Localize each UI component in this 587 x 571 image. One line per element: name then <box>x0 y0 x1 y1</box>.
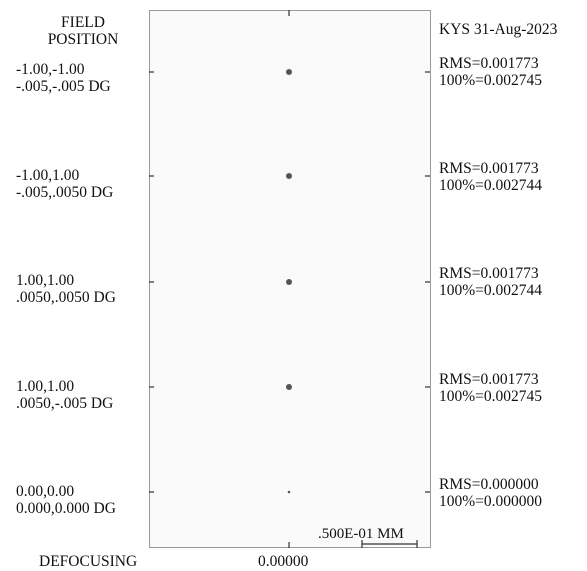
rms-label-1: RMS=0.001773 100%=0.002745 <box>439 55 542 89</box>
field-heading-line-2: POSITION <box>47 31 119 48</box>
field-position-value: 0.00,0.00 <box>16 483 75 500</box>
field-label-5: 0.00,0.00 0.000,0.000 DG <box>16 483 116 517</box>
field-angle-value: .0050,-.005 DG <box>16 395 114 412</box>
tick-marks <box>149 10 430 548</box>
field-position-value: 1.00,1.00 <box>16 378 75 395</box>
hundred-percent-value: 100%=0.002745 <box>439 388 543 405</box>
rms-value: RMS=0.000000 <box>439 476 539 493</box>
spot-point <box>286 173 292 179</box>
field-heading-line-1: FIELD <box>61 14 105 31</box>
rms-value: RMS=0.001773 <box>439 160 539 177</box>
designer-date-label: KYS 31-Aug-2023 <box>439 21 558 38</box>
spot-point <box>286 69 292 75</box>
spot-point <box>286 384 292 390</box>
rms-label-4: RMS=0.001773 100%=0.002745 <box>439 371 542 405</box>
field-angle-value: -.005,-.005 DG <box>16 78 111 95</box>
spot-point <box>286 279 292 285</box>
field-position-heading: FIELD POSITION <box>38 14 128 48</box>
scale-bar <box>361 540 418 548</box>
hundred-percent-value: 100%=0.002744 <box>439 282 543 299</box>
field-label-1: -1.00,-1.00 -.005,-.005 DG <box>16 61 111 95</box>
hundred-percent-value: 100%=0.000000 <box>439 493 543 510</box>
scale-bar-label: .500E-01 MM <box>318 526 404 542</box>
spots <box>286 69 292 494</box>
hundred-percent-value: 100%=0.002745 <box>439 72 543 89</box>
field-label-4: 1.00,1.00 .0050,-.005 DG <box>16 378 113 412</box>
hundred-percent-value: 100%=0.002744 <box>439 177 543 194</box>
field-label-3: 1.00,1.00 .0050,.0050 DG <box>16 272 116 306</box>
rms-value: RMS=0.001773 <box>439 55 539 72</box>
field-angle-value: 0.000,0.000 DG <box>16 500 116 517</box>
rms-value: RMS=0.001773 <box>439 265 539 282</box>
spot-diagram-frame <box>149 10 431 548</box>
field-position-value: -1.00,-1.00 <box>16 61 85 78</box>
spot-point <box>287 490 291 494</box>
rms-label-5: RMS=0.000000 100%=0.000000 <box>439 476 542 510</box>
defocusing-value: 0.00000 <box>258 553 309 570</box>
defocusing-label: DEFOCUSING <box>39 553 138 570</box>
field-position-value: 1.00,1.00 <box>16 272 75 289</box>
rms-label-3: RMS=0.001773 100%=0.002744 <box>439 265 542 299</box>
rms-label-2: RMS=0.001773 100%=0.002744 <box>439 160 542 194</box>
field-position-value: -1.00,1.00 <box>16 167 80 184</box>
rms-value: RMS=0.001773 <box>439 371 539 388</box>
field-angle-value: -.005,.0050 DG <box>16 184 114 201</box>
field-label-2: -1.00,1.00 -.005,.0050 DG <box>16 167 113 201</box>
field-angle-value: .0050,.0050 DG <box>16 289 116 306</box>
